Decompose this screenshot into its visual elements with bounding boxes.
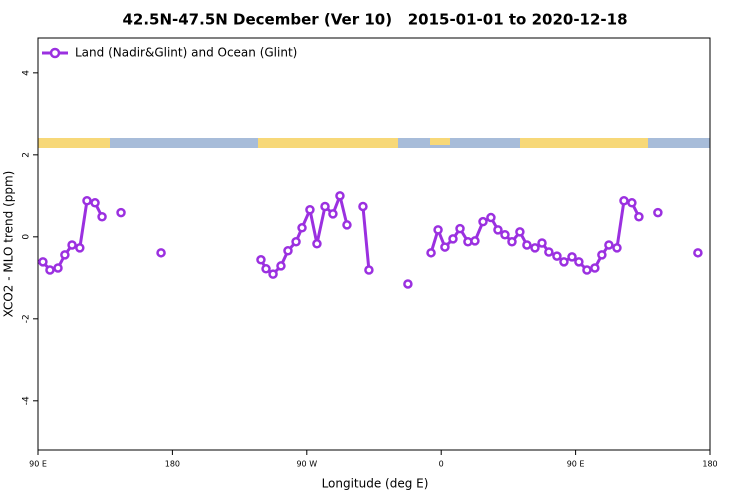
data-point	[38, 257, 48, 267]
data-point	[156, 248, 166, 258]
x-tick-label: 180	[702, 460, 717, 469]
data-point	[426, 248, 436, 258]
data-point	[403, 279, 413, 289]
y-tick-label: 0	[22, 234, 32, 240]
data-point	[627, 198, 637, 208]
x-tick-label: 90 E	[29, 460, 47, 469]
data-point	[90, 198, 100, 208]
land-band	[520, 138, 648, 148]
data-point	[500, 230, 510, 240]
data-point	[612, 243, 622, 253]
data-point	[116, 207, 126, 218]
data-point	[493, 225, 503, 235]
data-point	[60, 250, 70, 260]
data-point	[433, 225, 443, 235]
data-point	[634, 211, 644, 222]
data-point	[486, 212, 496, 223]
data-point	[305, 205, 315, 215]
data-point	[693, 248, 703, 258]
data-point	[364, 265, 374, 275]
data-point	[53, 263, 63, 273]
land-band	[38, 138, 110, 148]
land-band	[258, 138, 398, 148]
y-tick-label: -4	[22, 396, 32, 405]
data-point	[342, 220, 352, 230]
chart-title: 42.5N-47.5N December (Ver 10) 2015-01-01…	[122, 11, 627, 29]
x-tick-label: 90 W	[296, 460, 317, 469]
data-point	[537, 238, 547, 248]
y-tick-label: 4	[22, 70, 32, 76]
data-point	[67, 240, 77, 250]
data-point	[297, 223, 307, 233]
data-point	[552, 251, 562, 261]
data-point	[567, 252, 577, 262]
plot-frame	[37, 37, 711, 451]
data-point	[590, 263, 600, 273]
data-point	[97, 211, 107, 222]
y-tick-label: -2	[22, 314, 32, 323]
data-point	[440, 242, 450, 252]
data-point	[455, 223, 465, 234]
land-band	[430, 138, 450, 145]
data-point	[291, 236, 301, 247]
data-point	[82, 196, 92, 206]
data-point	[75, 243, 85, 253]
data-point	[507, 236, 517, 247]
x-axis-label: Longitude (deg E)	[322, 477, 429, 491]
data-point	[335, 191, 345, 201]
y-tick-label: 2	[22, 152, 32, 158]
data-point	[604, 240, 614, 250]
land-ocean-strip	[38, 138, 710, 148]
data-point	[268, 269, 278, 279]
data-point	[544, 247, 554, 257]
data-point	[522, 240, 532, 250]
data-point	[515, 227, 525, 237]
data-point	[582, 265, 592, 275]
data-point	[530, 243, 540, 253]
x-tick-label: 90 E	[567, 460, 585, 469]
data-point	[312, 239, 322, 249]
data-point	[358, 201, 368, 212]
data-point	[597, 250, 607, 260]
legend-label: Land (Nadir&Glint) and Ocean (Glint)	[75, 46, 297, 60]
data-point	[261, 264, 271, 274]
data-point	[45, 265, 55, 275]
data-point	[653, 207, 663, 218]
data-point	[283, 246, 293, 256]
data-point	[470, 236, 480, 246]
series-line	[43, 196, 698, 274]
data-point	[328, 209, 338, 219]
x-tick-label: 0	[439, 460, 444, 469]
data-point	[276, 261, 286, 271]
data-point	[619, 196, 629, 206]
data-point	[478, 216, 488, 227]
data-point	[574, 257, 584, 267]
data-point	[559, 257, 569, 267]
data-point	[448, 234, 458, 244]
data-point	[320, 201, 330, 212]
x-tick-label: 180	[165, 460, 180, 469]
y-axis-label: XCO2 - MLO trend (ppm)	[2, 171, 16, 318]
data-point	[256, 255, 266, 265]
legend-marker	[49, 47, 61, 59]
